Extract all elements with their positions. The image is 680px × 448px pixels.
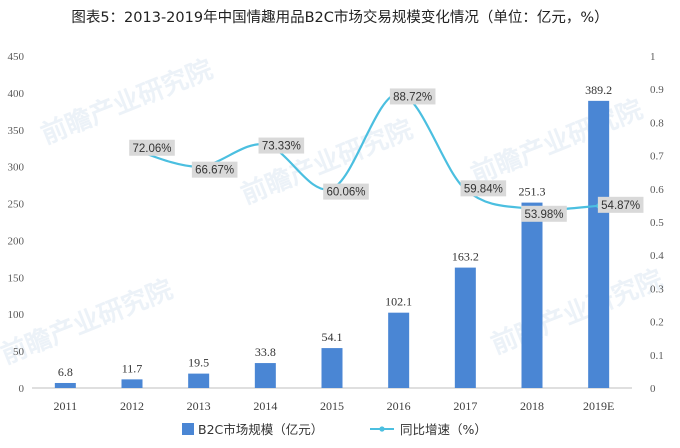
y-left-tick-label: 100 <box>8 309 25 321</box>
bar-value-label: 11.7 <box>122 361 143 375</box>
growth-value-label: 59.84% <box>464 183 503 195</box>
bar-value-label: 6.8 <box>58 365 73 379</box>
x-tick-label: 2015 <box>320 399 344 413</box>
growth-label-box <box>323 183 369 200</box>
bar-value-label: 19.5 <box>188 356 209 370</box>
y-left-tick-label: 0 <box>19 383 25 395</box>
growth-label-box <box>129 139 175 156</box>
x-tick-label: 2017 <box>453 399 477 413</box>
growth-value-label: 53.98% <box>524 209 563 221</box>
y-left-tick-label: 350 <box>8 125 25 137</box>
growth-value-label: 72.06% <box>132 143 171 155</box>
growth-label-box <box>521 205 567 222</box>
bar <box>521 202 543 388</box>
watermark-text: 前瞻产业研究院 <box>487 264 667 361</box>
bar <box>188 373 210 388</box>
growth-label-box <box>258 137 305 154</box>
growth-label-box <box>191 161 238 178</box>
bar-value-label: 251.3 <box>519 185 546 199</box>
bar <box>121 379 143 388</box>
bar <box>54 382 76 388</box>
x-tick-label: 2019E <box>583 399 614 413</box>
legend-swatch-point <box>379 426 385 432</box>
x-tick-label: 2013 <box>187 399 211 413</box>
bar-value-label: 389.2 <box>585 83 612 97</box>
data-labels: 6.8 11.7 19.5 33.8 54.1 102.1 163.2 251.3 389.2 7… <box>58 83 644 379</box>
x-tick-label: 2018 <box>520 399 544 413</box>
y-left-tick-label: 300 <box>8 162 25 174</box>
y-left-tick-label: 400 <box>8 88 25 100</box>
growth-value-label: 54.87% <box>601 200 640 212</box>
bar-value-label: 102.1 <box>385 295 412 309</box>
x-tick-label: 2011 <box>54 399 78 413</box>
y-right-tick-label: 0.7 <box>650 151 664 163</box>
growth-value-label: 73.33% <box>262 141 301 153</box>
x-tick-label: 2016 <box>387 399 411 413</box>
y-left-tick-label: 150 <box>8 272 25 284</box>
y-right-tick-label: 1 <box>650 51 656 63</box>
y-right-tick-label: 0.1 <box>650 350 664 362</box>
y-right-tick-label: 0.4 <box>650 250 664 262</box>
growth-value-label: 60.06% <box>326 187 365 199</box>
bar <box>454 267 476 388</box>
y-right-tick-label: 0.8 <box>650 117 664 129</box>
watermark-text: 前瞻产业研究院 <box>467 94 647 191</box>
bar-value-label: 33.8 <box>255 345 276 359</box>
legend-label-bar: B2C市场规模（亿元） <box>198 422 323 437</box>
watermark-text: 前瞻产业研究院 <box>0 274 177 371</box>
y-right-tick-label: 0.2 <box>650 317 664 329</box>
bar <box>254 363 276 388</box>
growth-value-label: 88.72% <box>393 91 432 103</box>
bar <box>588 100 610 389</box>
axes: 0 50 100 150 200 250 300 350 400 450 0 0.1 0.2 0.3 0.4… <box>8 51 665 413</box>
legend: B2C市场规模（亿元） 同比增速（%） <box>182 422 487 437</box>
x-tick-label: 2014 <box>253 399 277 413</box>
watermark-text: 前瞻产业研究院 <box>37 54 217 151</box>
y-left-tick-label: 450 <box>8 51 25 63</box>
legend-label-line: 同比增速（%） <box>400 422 487 437</box>
growth-label-box <box>597 196 644 213</box>
bar-value-label: 54.1 <box>322 330 343 344</box>
y-right-tick-label: 0.6 <box>650 184 664 196</box>
legend-swatch-bar <box>182 423 194 435</box>
y-right-tick-label: 0.9 <box>650 84 664 96</box>
y-right-tick-label: 0.5 <box>650 217 664 229</box>
x-tick-label: 2012 <box>120 399 144 413</box>
y-right-tick-label: 0.3 <box>650 283 664 295</box>
bar-value-label: 163.2 <box>452 250 479 264</box>
growth-value-label: 66.67% <box>195 165 234 177</box>
growth-label-box <box>460 180 507 197</box>
growth-label-box <box>389 88 436 105</box>
bar <box>388 312 410 388</box>
y-right-tick-label: 0 <box>650 383 656 395</box>
bars <box>54 100 610 389</box>
chart-title: 图表5：2013-2019年中国情趣用品B2C市场交易规模变化情况（单位：亿元，… <box>71 8 608 26</box>
bar <box>321 348 343 388</box>
y-left-tick-label: 200 <box>8 235 25 247</box>
y-left-tick-label: 250 <box>8 199 25 211</box>
y-left-tick-label: 50 <box>13 346 25 358</box>
